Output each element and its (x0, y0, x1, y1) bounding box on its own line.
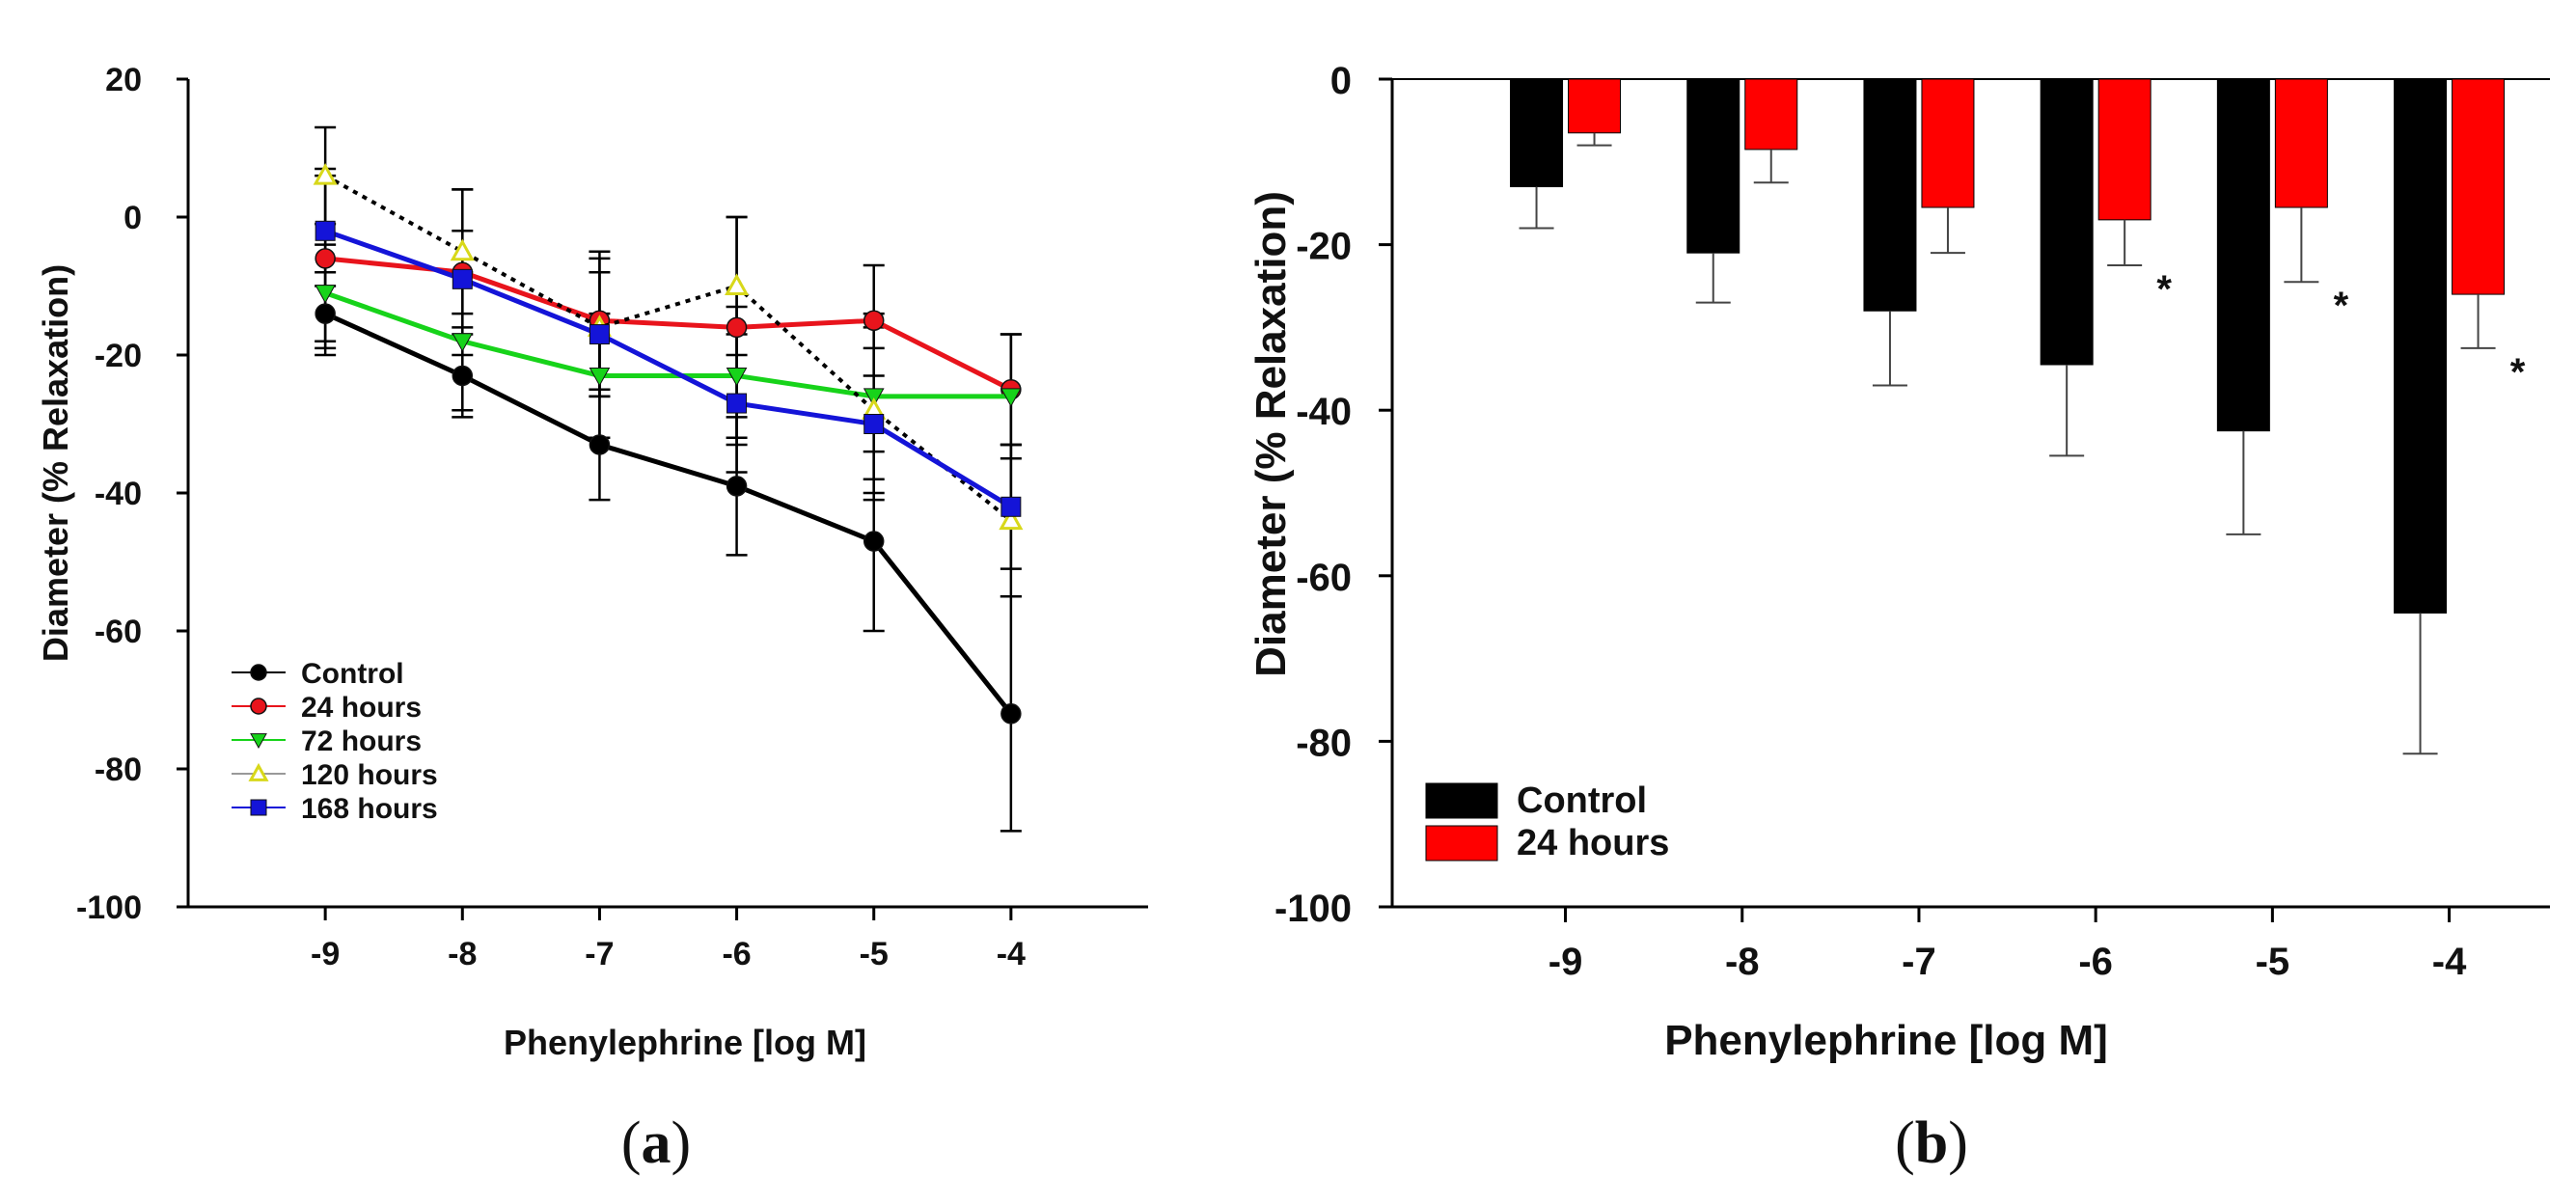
chart-b-legend-label-control: Control (1517, 780, 1647, 821)
chart-a-x-tick-label: -5 (860, 936, 889, 972)
chart-a-legend-label-120-hours: 120 hours (301, 759, 438, 791)
chart-a-point-120-hours (725, 273, 750, 295)
chart-a-point-120-hours (999, 507, 1024, 531)
chart-a-y-tick-label: -100 (76, 889, 142, 926)
chart-a-y-tick-label: -40 (95, 476, 142, 512)
chart-a-point-168-hours (315, 220, 336, 241)
chart-b-y-tick-label: -20 (1296, 226, 1352, 268)
chart-a-point-72-hours (452, 333, 474, 352)
chart-b-y-tick-label: 0 (1330, 60, 1352, 102)
chart-b-bar-24-hours (2097, 78, 2151, 221)
chart-b-bar-control (1863, 78, 1917, 312)
chart-b-panel-letter: b (1915, 1110, 1948, 1176)
chart-b-significance-marker: * (2510, 351, 2526, 394)
chart-a-point-120-hours (313, 163, 338, 185)
chart-a-point-168-hours (726, 393, 748, 414)
chart-a-x-tick-label: -7 (585, 936, 614, 972)
chart-a-point-control (589, 434, 611, 455)
chart-a-x-tick-label: -9 (311, 936, 340, 972)
chart-b-bar-24-hours (2274, 78, 2328, 208)
chart-a-point-control (452, 365, 474, 387)
chart-a-series-line-120-hours (324, 174, 1013, 523)
chart-a-series-line-168-hours (324, 228, 1013, 509)
chart-b-bar-control (2216, 78, 2270, 432)
chart-a-legend-label-168-hours: 168 hours (301, 793, 438, 825)
chart-a-series-line-control (324, 311, 1013, 716)
chart-b-bar-24-hours (2452, 78, 2506, 295)
chart-a-point-control (726, 476, 748, 497)
chart-a-legend-marker-control (250, 664, 267, 681)
chart-a-point-control (1000, 703, 1022, 725)
chart-a-point-168-hours (452, 268, 473, 289)
chart-b-bar-control (2394, 78, 2448, 614)
chart-a-point-control (315, 303, 336, 324)
chart-b-x-tick-label: -8 (1725, 941, 1760, 983)
chart-b-x-tick-label: -4 (2432, 941, 2467, 983)
chart-b-bar-24-hours (1568, 78, 1622, 134)
chart-a-y-tick-label: -80 (95, 752, 142, 788)
chart-a-point-168-hours (863, 414, 885, 434)
chart-b-xlabel: Phenylephrine [log M] (1664, 1017, 2108, 1064)
chart-b-y-tick-label: -40 (1296, 391, 1352, 433)
chart-a-point-control (863, 531, 885, 552)
chart-a-legend-label-24-hours: 24 hours (301, 692, 422, 724)
chart-a-y-tick-label: -20 (95, 338, 142, 374)
chart-b-ylabel: Diameter (% Relaxation) (1247, 191, 1295, 677)
chart-a-legend-marker-168-hours (250, 799, 267, 816)
chart-a-x-tick-label: -6 (722, 936, 751, 972)
chart-a-legend-marker-72-hours (250, 733, 267, 750)
chart-b-legend-label-24-hours: 24 hours (1517, 823, 1669, 863)
chart-a-point-168-hours (1000, 496, 1022, 517)
chart-a-point-72-hours (1000, 388, 1022, 407)
chart-a-series-line-72-hours (324, 290, 1011, 399)
chart-a-panel-label: (a) (621, 1110, 691, 1176)
chart-a-point-24-hours (315, 248, 336, 269)
chart-b-bar-24-hours (1921, 78, 1975, 208)
chart-a-xlabel: Phenylephrine [log M] (504, 1023, 866, 1062)
chart-b-legend-swatch-24-hours (1425, 825, 1498, 862)
chart-b-bar-control (1686, 78, 1740, 254)
chart-b-y-tick-label: -80 (1296, 722, 1352, 764)
chart-a-point-24-hours (726, 316, 748, 339)
chart-b-x-tick-label: -6 (2078, 941, 2113, 983)
chart-b: 0 -20 -40 -60 -80 -100 -9 -8 -7 -6 * -5 * -4 * Control2… (1274, 60, 2550, 983)
chart-a-point-72-hours (863, 388, 885, 407)
chart-b-x-tick-label: -5 (2256, 941, 2290, 983)
chart-a-y-tick-label: 20 (105, 62, 142, 98)
chart-b-x-tick-label: -7 (1902, 941, 1936, 983)
chart-a-legend-marker-120-hours (248, 762, 269, 781)
chart-b-bar-control (2040, 78, 2094, 366)
chart-b-y-tick-label: -60 (1296, 557, 1352, 599)
chart-a-point-72-hours (726, 367, 748, 387)
chart-b-significance-marker: * (2334, 285, 2349, 327)
chart-a-legend-marker-24-hours (250, 698, 267, 715)
chart-b-x-tick-label: -9 (1548, 941, 1583, 983)
chart-a-ylabel: Diameter (% Relaxation) (36, 264, 75, 662)
chart-a-y-tick-label: -60 (95, 614, 142, 650)
chart-b-legend-swatch-control (1425, 782, 1498, 819)
chart-b-panel-label: (b) (1895, 1110, 1968, 1176)
chart-a-x-tick-label: -4 (997, 936, 1026, 972)
chart-a-panel-letter: a (642, 1110, 671, 1176)
chart-a-legend-label-control: Control (301, 658, 404, 690)
chart-a-point-24-hours (863, 310, 885, 331)
chart-a-point-72-hours (589, 367, 611, 387)
chart-a-point-72-hours (315, 285, 336, 304)
chart-a-point-168-hours (589, 324, 610, 345)
chart-a-legend-label-72-hours: 72 hours (301, 725, 422, 757)
chart-b-y-tick-label: -100 (1274, 888, 1352, 930)
chart-b-bar-24-hours (1744, 78, 1798, 150)
chart-a: 20 0 -20 -40 -60 -80 -100 -9 -8 -7 -6 -5 -4 Control24… (76, 62, 1148, 972)
chart-b-bar-control (1510, 78, 1564, 188)
chart-a-x-tick-label: -8 (448, 936, 477, 972)
chart-a-y-tick-label: 0 (123, 200, 142, 236)
chart-a-point-120-hours (450, 238, 475, 261)
chart-b-significance-marker: * (2156, 268, 2172, 311)
